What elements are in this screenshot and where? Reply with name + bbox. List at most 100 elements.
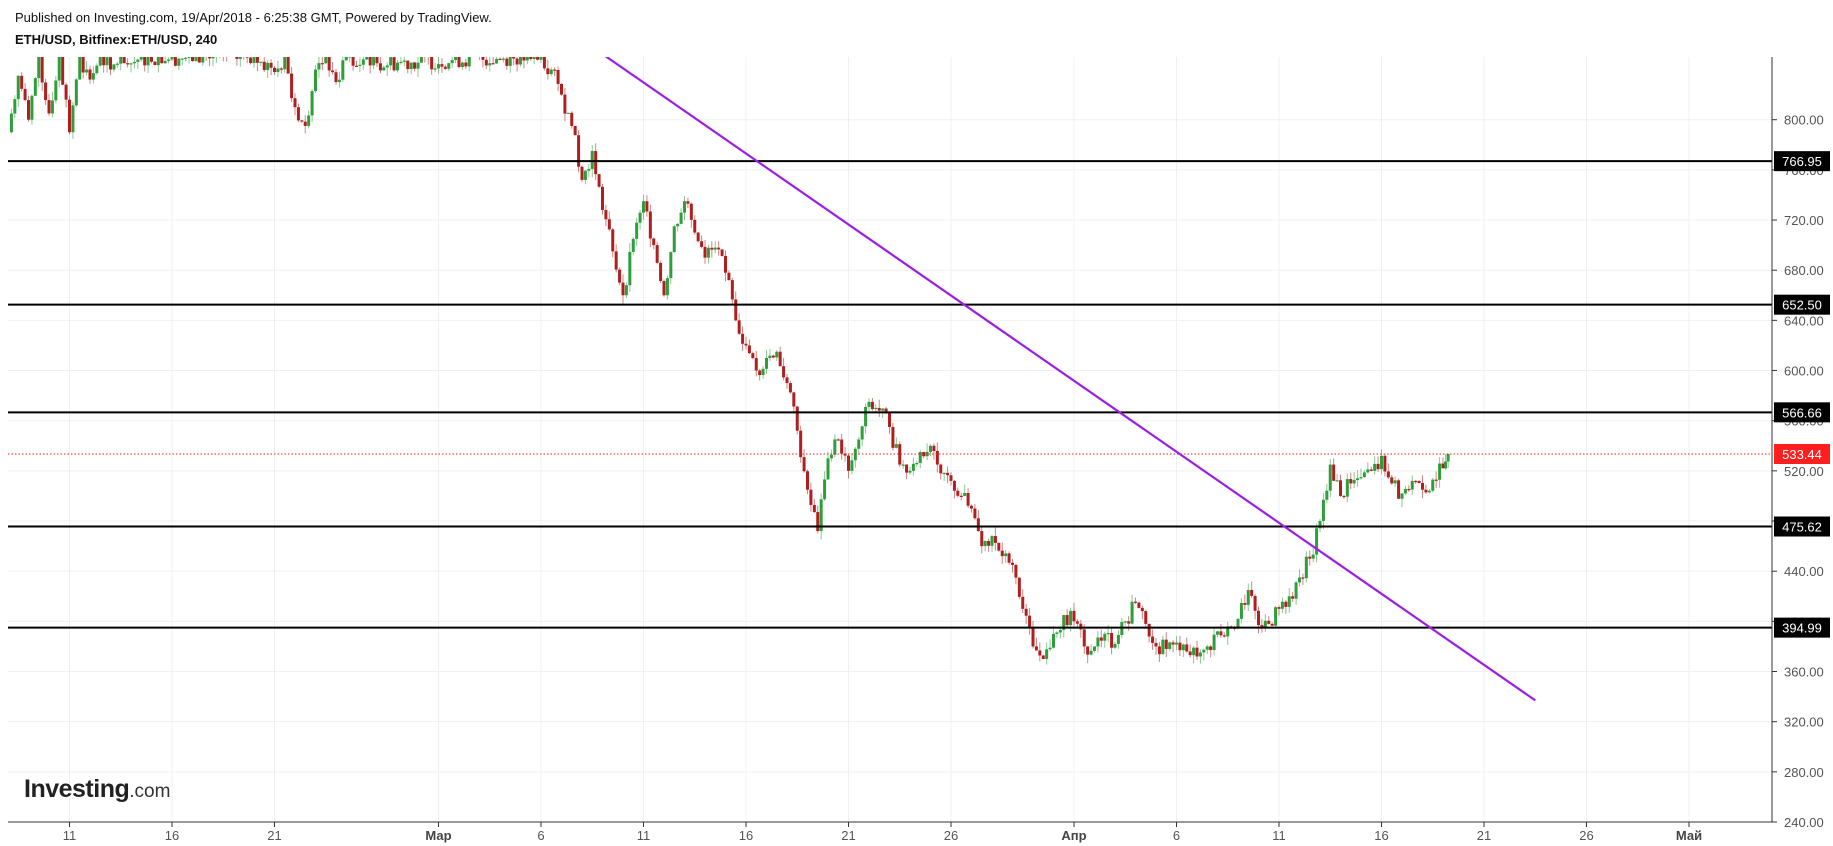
candle-up	[215, 54, 218, 55]
candle-up	[911, 463, 915, 471]
candle-down	[1154, 642, 1158, 647]
candle-down	[922, 452, 926, 457]
horizontal-levels[interactable]	[8, 160, 1772, 629]
candle-up	[447, 63, 451, 69]
candle-down	[273, 67, 276, 73]
candle-up	[860, 426, 864, 440]
candle-down	[717, 247, 721, 250]
candle-down	[1267, 620, 1271, 624]
candle-down	[427, 55, 430, 56]
candle-up	[1280, 601, 1284, 609]
candle-up	[1116, 634, 1120, 644]
candle-up	[706, 247, 710, 258]
candle-up	[283, 57, 287, 70]
candle-down	[205, 55, 208, 56]
candle-up	[129, 63, 133, 65]
logo-suffix: .com	[129, 781, 171, 802]
candle-down	[303, 121, 307, 126]
published-caption: Published on Investing.com, 19/Apr/2018 …	[15, 10, 492, 25]
candle-down	[652, 238, 656, 246]
candle-down	[888, 413, 891, 427]
candle-up	[50, 100, 54, 114]
candle-down	[959, 495, 963, 497]
candle-up	[1403, 488, 1407, 494]
price-axis[interactable]: 240.00280.00320.00360.00400.00440.00480.…	[1772, 113, 1824, 830]
candle-down	[491, 63, 495, 65]
candle-up	[1055, 632, 1059, 634]
candle-down	[1171, 642, 1175, 645]
candle-down	[334, 72, 338, 83]
candle-down	[1195, 647, 1199, 657]
candle-down	[1253, 595, 1257, 611]
candle-up	[1058, 629, 1062, 633]
candle-up	[1062, 615, 1066, 630]
candle-up	[402, 60, 406, 62]
candle-up	[1103, 633, 1107, 641]
candle-down	[1308, 556, 1312, 559]
candle-down	[1332, 464, 1336, 481]
candle-down	[27, 100, 30, 120]
x-month-label: Мар	[425, 828, 451, 843]
candle-down	[932, 445, 936, 452]
candle-down	[799, 430, 803, 458]
candle-up	[1205, 646, 1209, 650]
candle-up	[170, 57, 174, 60]
candle-down	[563, 94, 567, 114]
x-tick-label: 16	[165, 828, 179, 843]
candle-down	[1099, 637, 1103, 641]
candle-down	[577, 135, 581, 167]
candle-up	[1212, 634, 1216, 651]
candle-down	[655, 245, 659, 263]
candle-down	[734, 299, 738, 321]
candle-down	[1086, 646, 1090, 655]
candle-down	[546, 68, 550, 75]
candle-down	[966, 493, 970, 506]
candle-up	[37, 57, 41, 79]
trendline-group[interactable]	[592, 47, 1536, 702]
grid	[8, 57, 1772, 822]
candle-up	[478, 54, 481, 55]
candle-down	[747, 345, 751, 354]
candle-down	[553, 69, 557, 71]
candle-down	[580, 166, 584, 180]
candle-up	[532, 57, 536, 60]
candle-down	[143, 57, 147, 66]
candle-up	[990, 536, 994, 546]
candle-down	[505, 58, 509, 66]
candle-up	[1168, 642, 1172, 649]
candle-up	[358, 64, 362, 66]
candle-up	[1161, 639, 1165, 655]
candles	[9, 52, 1450, 665]
last-price-badge-label: 533.44	[1782, 447, 1822, 462]
candle-up	[33, 78, 37, 96]
trendline[interactable]	[592, 47, 1536, 702]
candle-down	[290, 73, 294, 99]
candle-down	[611, 229, 615, 252]
candle-up	[942, 472, 946, 475]
time-axis[interactable]: 11 16 21 Мар 6 11 16 21 26 Апр 6 11 16 21 26 Май	[63, 822, 1702, 843]
candle-up	[54, 80, 58, 101]
candle-down	[1028, 615, 1032, 628]
candle-up	[399, 61, 403, 64]
candle-down	[952, 480, 956, 491]
candle-up	[1321, 499, 1325, 522]
candle-up	[95, 65, 99, 74]
candle-down	[1301, 577, 1305, 579]
candle-down	[689, 203, 693, 220]
candle-up	[761, 368, 765, 376]
candle-down	[1339, 480, 1342, 496]
candle-down	[560, 83, 563, 95]
candle-up	[495, 58, 499, 64]
y-tick-label: 680.00	[1784, 263, 1824, 278]
candle-up	[1198, 652, 1202, 657]
candle-down	[891, 426, 895, 448]
level-badge-bg	[1774, 402, 1830, 423]
candle-down	[81, 57, 85, 73]
candle-down	[475, 52, 478, 54]
candle-up	[587, 168, 591, 171]
y-tick-label: 800.00	[1784, 113, 1824, 128]
candle-up	[1045, 649, 1049, 659]
candle-down	[1209, 646, 1213, 651]
candle-down	[355, 65, 358, 67]
